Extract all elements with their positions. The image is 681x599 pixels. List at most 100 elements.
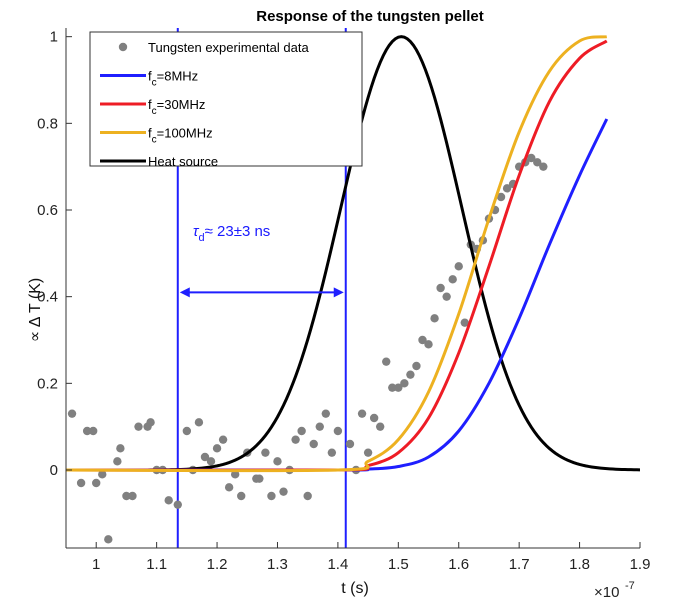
annotation: τd≈ 23±3 ns <box>179 223 344 298</box>
data-point <box>182 426 192 436</box>
data-point <box>303 491 312 501</box>
data-point <box>527 153 536 163</box>
arrow-head-left <box>179 287 190 298</box>
legend-label: fc=8MHz <box>148 69 198 89</box>
x-axis-label: t (s) <box>341 580 369 597</box>
data-point <box>430 314 439 323</box>
data-point <box>442 292 451 301</box>
data-point <box>237 491 246 501</box>
y-tick-label: 0.6 <box>37 202 58 219</box>
legend-label-rest: =30MHz <box>157 97 206 112</box>
y-tick-label: 0.8 <box>37 115 58 132</box>
data-point <box>333 426 343 436</box>
x-tick-label: 1.5 <box>388 556 409 573</box>
legend-label-sub: c <box>152 78 157 89</box>
arrow-head-right <box>333 287 344 298</box>
data-point <box>345 439 355 449</box>
legend-label: fc=30MHz <box>148 97 205 117</box>
data-point <box>394 383 403 392</box>
data-point <box>496 192 506 202</box>
data-point <box>128 491 137 501</box>
legend-label-rest: =8MHz <box>157 69 199 84</box>
x-exponent: ×10 -7 <box>594 580 635 599</box>
data-point <box>436 283 445 293</box>
legend-label-sub: c <box>152 106 157 117</box>
x-tick-label: 1.1 <box>146 556 167 573</box>
data-point <box>224 483 234 492</box>
data-point <box>98 470 107 479</box>
legend-label-sub: c <box>152 135 157 146</box>
data-point <box>173 500 182 509</box>
data-point <box>113 457 122 466</box>
data-point <box>279 487 288 496</box>
x-tick-label: 1 <box>92 556 100 573</box>
data-point <box>357 409 367 418</box>
x-tick-label: 1.6 <box>448 556 469 573</box>
data-point <box>454 262 463 271</box>
data-point <box>76 478 86 488</box>
data-point <box>424 340 433 349</box>
x-tick-label: 1.3 <box>267 556 288 573</box>
data-point <box>200 452 210 462</box>
legend-label: fc=100MHz <box>148 126 213 146</box>
data-point <box>116 444 125 453</box>
legend-marker <box>118 42 128 52</box>
data-point <box>146 418 155 427</box>
data-point <box>104 535 113 544</box>
legend-label-main: f <box>148 97 152 112</box>
data-point <box>164 496 173 505</box>
data-point <box>92 478 101 488</box>
data-point <box>460 318 469 327</box>
data-point <box>412 361 421 371</box>
data-point <box>369 413 379 423</box>
legend-label-main: Tungsten experimental data <box>148 40 309 55</box>
data-point <box>321 409 331 418</box>
data-point <box>206 457 216 466</box>
axes: 1 1.1 1.2 1.3 1.4 1.5 1.6 1.7 1.8 1.9 0 0.2 0.4 0.6 0.… <box>37 28 650 573</box>
data-point <box>448 275 457 284</box>
legend: Tungsten experimental datafc=8MHzfc=30MH… <box>89 31 363 169</box>
data-point <box>418 335 427 345</box>
data-point <box>539 162 548 171</box>
data-point <box>218 435 228 444</box>
delay-label-tau: τ <box>193 223 200 240</box>
data-point <box>297 426 306 436</box>
y-tick-label: 1 <box>50 29 58 46</box>
delay-label: τd≈ 23±3 ns <box>193 223 270 244</box>
legend-label: Tungsten experimental data <box>148 40 309 55</box>
data-point <box>315 422 324 431</box>
data-point <box>267 491 276 501</box>
y-tick-label: 0 <box>50 462 58 479</box>
delay-label-sub: d <box>199 232 205 244</box>
legend-entry: fc=30MHz <box>100 97 205 117</box>
legend-entry: Heat source <box>100 154 218 169</box>
x-tick-label: 1.8 <box>569 556 590 573</box>
data-point <box>261 448 270 457</box>
data-point <box>134 422 143 431</box>
data-point <box>212 444 222 453</box>
data-point <box>363 448 373 457</box>
data-point <box>382 357 391 366</box>
data-point <box>194 418 204 427</box>
x-tick-label: 1.2 <box>207 556 228 573</box>
data-point <box>400 379 409 388</box>
legend-entry: fc=100MHz <box>100 126 213 146</box>
legend-entry: fc=8MHz <box>100 69 198 89</box>
data-point <box>309 439 318 449</box>
data-point <box>375 422 385 431</box>
data-point <box>327 448 337 457</box>
x-tick-label: 1.4 <box>327 556 348 573</box>
legend-label-main: Heat source <box>148 154 218 169</box>
data-point <box>82 426 92 436</box>
legend-entry: Tungsten experimental data <box>118 40 309 55</box>
data-point <box>273 457 282 466</box>
data-point <box>502 184 512 193</box>
data-point <box>67 409 77 418</box>
data-point <box>88 426 98 436</box>
legend-label-main: f <box>148 126 152 141</box>
x-exponent-power: -7 <box>625 580 635 592</box>
data-point <box>291 435 300 444</box>
x-exponent-base: ×10 <box>594 584 619 599</box>
legend-label: Heat source <box>148 154 218 169</box>
